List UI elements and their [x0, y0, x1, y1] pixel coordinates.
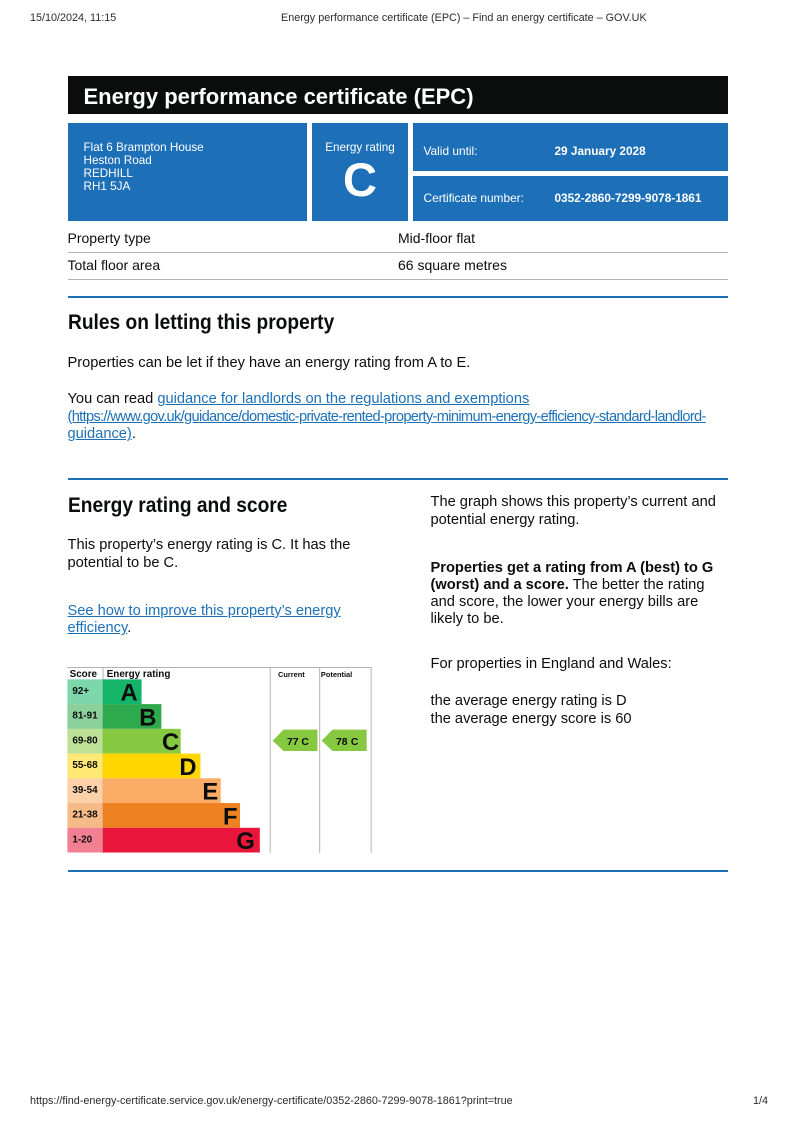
svg-text:C: C	[351, 737, 359, 748]
svg-text:39-54: 39-54	[72, 785, 98, 796]
svg-text:69-80: 69-80	[72, 735, 98, 746]
svg-text:G: G	[236, 829, 254, 853]
svg-text:Potential: Potential	[321, 670, 352, 679]
svg-text:77: 77	[287, 737, 299, 748]
svg-text:A: A	[120, 681, 137, 707]
svg-text:21-38: 21-38	[72, 810, 98, 821]
svg-text:F: F	[223, 804, 238, 830]
svg-text:Score: Score	[70, 669, 98, 680]
svg-text:1-20: 1-20	[72, 834, 92, 845]
svg-text:78: 78	[336, 737, 348, 748]
svg-text:D: D	[179, 755, 196, 781]
svg-text:Energy rating: Energy rating	[107, 669, 171, 680]
svg-text:92+: 92+	[72, 686, 89, 697]
svg-text:C: C	[301, 737, 309, 748]
svg-text:C: C	[162, 730, 179, 756]
svg-text:81-91: 81-91	[72, 711, 98, 722]
svg-text:E: E	[202, 780, 218, 806]
svg-text:55-68: 55-68	[72, 760, 98, 771]
svg-text:B: B	[139, 705, 156, 731]
svg-text:Current: Current	[278, 670, 305, 679]
